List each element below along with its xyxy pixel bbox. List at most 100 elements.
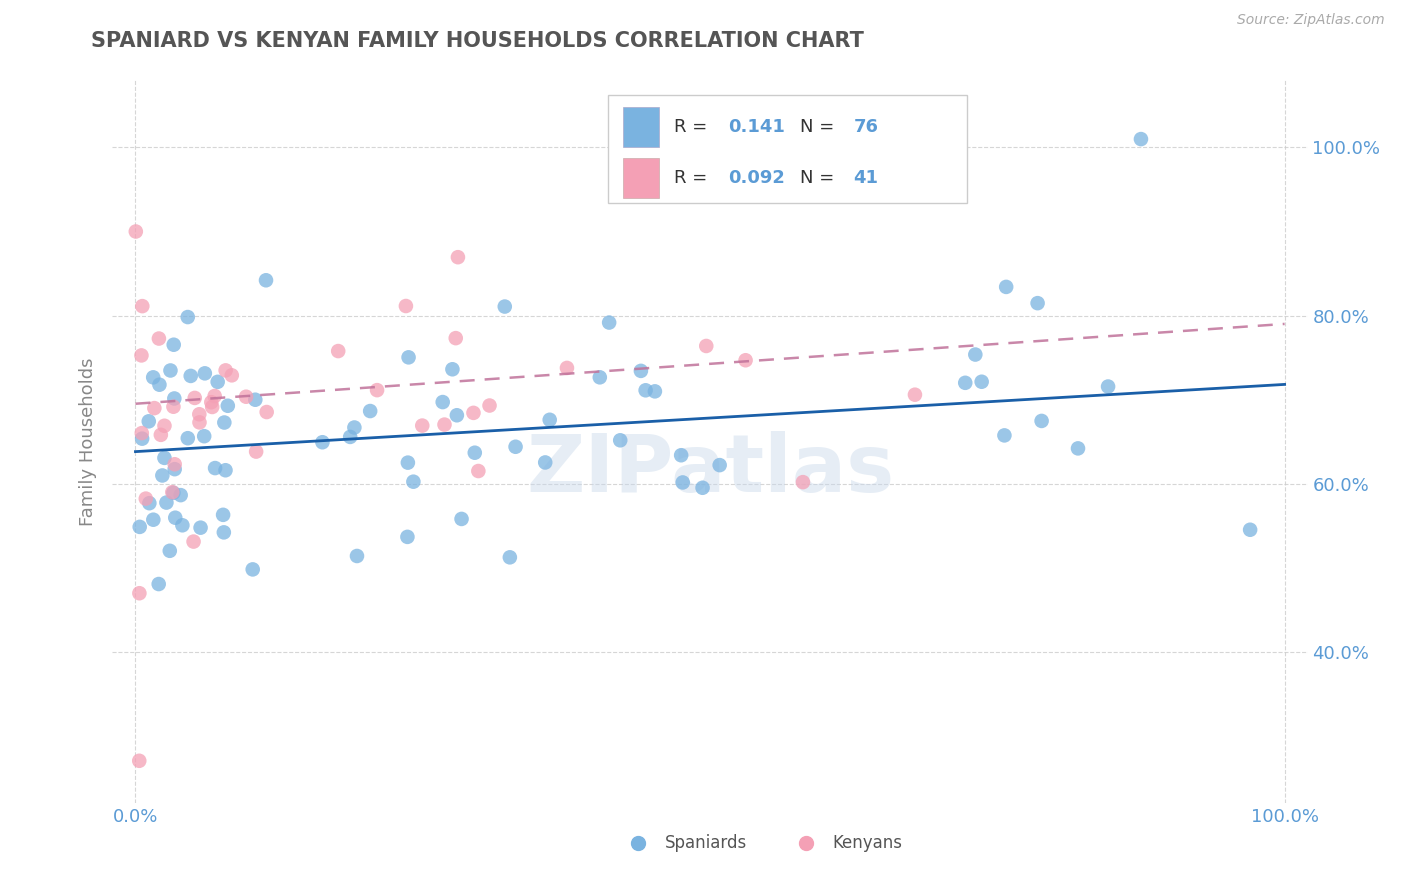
Point bbox=[159, 363, 181, 377]
Text: 41: 41 bbox=[853, 169, 879, 186]
Point bbox=[193, 429, 215, 443]
Point bbox=[464, 446, 486, 460]
Point bbox=[214, 463, 236, 477]
Point bbox=[148, 377, 170, 392]
Point bbox=[131, 426, 153, 441]
Point bbox=[433, 417, 456, 432]
Point bbox=[669, 448, 692, 462]
Text: N =: N = bbox=[800, 169, 839, 186]
Point bbox=[1129, 132, 1152, 146]
Point bbox=[217, 399, 239, 413]
Point bbox=[214, 416, 236, 430]
Point bbox=[328, 344, 350, 359]
Point bbox=[153, 450, 176, 465]
Point bbox=[366, 383, 388, 397]
Point bbox=[177, 431, 200, 445]
Point bbox=[494, 300, 516, 314]
Point bbox=[505, 440, 527, 454]
Point bbox=[467, 464, 489, 478]
Point bbox=[207, 375, 229, 389]
Point bbox=[214, 363, 236, 377]
Point bbox=[180, 368, 202, 383]
Point bbox=[190, 521, 212, 535]
Point bbox=[177, 310, 200, 324]
Point bbox=[188, 407, 211, 421]
Point bbox=[163, 392, 186, 406]
Point bbox=[212, 508, 235, 522]
Point bbox=[128, 520, 150, 534]
Point bbox=[343, 420, 366, 434]
Point bbox=[148, 577, 170, 591]
Point bbox=[538, 413, 561, 427]
Point bbox=[131, 348, 153, 362]
Point bbox=[212, 525, 235, 540]
Point bbox=[155, 495, 177, 509]
Point bbox=[163, 457, 186, 471]
Point bbox=[125, 225, 148, 239]
Point bbox=[598, 316, 620, 330]
Point bbox=[138, 414, 160, 428]
Point bbox=[149, 427, 172, 442]
Point bbox=[162, 485, 184, 500]
Point bbox=[311, 435, 333, 450]
Point bbox=[965, 347, 987, 361]
Text: 0.141: 0.141 bbox=[728, 119, 785, 136]
Point bbox=[235, 390, 257, 404]
Point bbox=[245, 392, 267, 407]
Point bbox=[534, 455, 557, 469]
Point bbox=[609, 434, 631, 448]
Point bbox=[634, 384, 657, 398]
Point bbox=[630, 364, 652, 378]
Point bbox=[555, 360, 578, 375]
Point bbox=[970, 375, 993, 389]
Point bbox=[450, 512, 472, 526]
Point bbox=[411, 418, 433, 433]
Point bbox=[162, 400, 184, 414]
Text: 0.092: 0.092 bbox=[728, 169, 785, 186]
Point bbox=[995, 280, 1018, 294]
Point bbox=[135, 491, 157, 506]
Point bbox=[163, 337, 186, 351]
Point bbox=[188, 416, 211, 430]
Point bbox=[131, 432, 153, 446]
Text: N =: N = bbox=[800, 119, 839, 136]
Point bbox=[148, 332, 170, 346]
Point bbox=[242, 562, 264, 576]
FancyBboxPatch shape bbox=[623, 158, 658, 198]
Point bbox=[201, 400, 224, 414]
Point bbox=[163, 462, 186, 476]
Point bbox=[734, 353, 756, 368]
Point bbox=[162, 485, 184, 500]
Point bbox=[183, 534, 205, 549]
Point bbox=[138, 496, 160, 510]
Point bbox=[359, 404, 381, 418]
Point bbox=[153, 418, 176, 433]
Point bbox=[904, 387, 927, 401]
Point bbox=[204, 461, 226, 475]
Text: R =: R = bbox=[675, 119, 713, 136]
Point bbox=[159, 543, 181, 558]
Point bbox=[1097, 379, 1119, 393]
Point bbox=[194, 367, 217, 381]
Text: R =: R = bbox=[675, 169, 713, 186]
Point bbox=[200, 395, 222, 409]
Point bbox=[346, 549, 368, 563]
Point bbox=[143, 401, 166, 416]
Y-axis label: Family Households: Family Households bbox=[79, 358, 97, 525]
Point bbox=[150, 468, 173, 483]
Point bbox=[165, 510, 187, 524]
Point bbox=[204, 389, 226, 403]
Point bbox=[1031, 414, 1053, 428]
Point bbox=[792, 475, 814, 490]
Point bbox=[444, 331, 467, 345]
Point bbox=[402, 475, 425, 489]
Point bbox=[1067, 442, 1090, 456]
Text: SPANIARD VS KENYAN FAMILY HOUSEHOLDS CORRELATION CHART: SPANIARD VS KENYAN FAMILY HOUSEHOLDS COR… bbox=[91, 31, 865, 51]
Point bbox=[432, 395, 454, 409]
Point bbox=[447, 250, 470, 264]
Point bbox=[672, 475, 695, 490]
Point bbox=[499, 550, 522, 565]
Point bbox=[463, 406, 485, 420]
FancyBboxPatch shape bbox=[609, 95, 967, 203]
Point bbox=[395, 299, 418, 313]
